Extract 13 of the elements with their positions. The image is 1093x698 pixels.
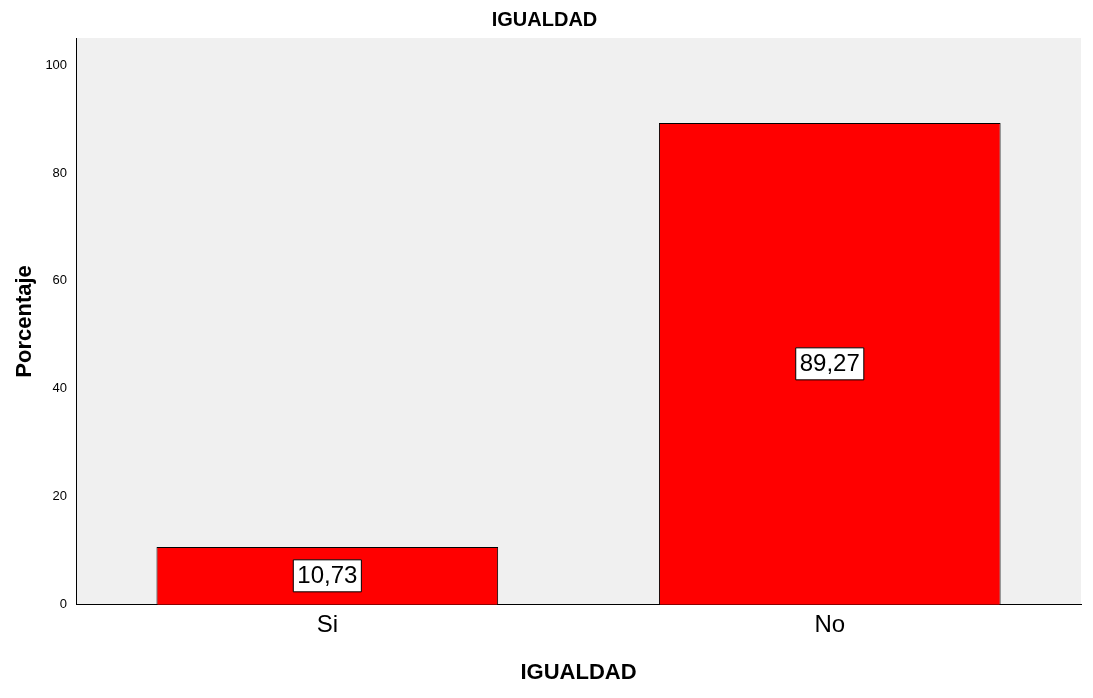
y-tick-label: 20 [52, 488, 68, 504]
x-axis-title: IGUALDAD [520, 658, 637, 684]
y-tick-label: 60 [52, 272, 68, 288]
y-tick-label: 80 [52, 164, 68, 180]
data-label: 89,27 [799, 349, 860, 377]
y-tick-label: 0 [59, 596, 68, 612]
x-tick-label: No [814, 609, 846, 637]
x-tick-label: Si [316, 609, 338, 637]
y-tick-label: 100 [45, 56, 68, 72]
y-tick-label: 40 [52, 380, 68, 396]
y-axis-title: Porcentaje [11, 265, 37, 378]
chart-title: IGUALDAD [491, 7, 598, 30]
data-label: 10,73 [297, 561, 358, 589]
